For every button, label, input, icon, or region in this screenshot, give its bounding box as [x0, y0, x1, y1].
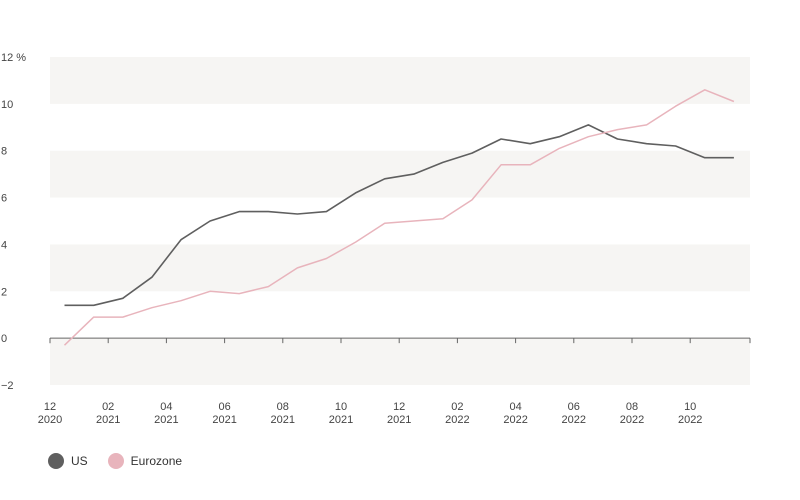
x-tick-label-month: 06 — [218, 401, 230, 413]
x-tick-label-month: 04 — [509, 401, 521, 413]
x-tick-label-year: 2020 — [38, 414, 62, 426]
grid-band — [50, 150, 750, 198]
legend-item-eurozone: Eurozone — [107, 453, 183, 469]
x-tick-label-year: 2022 — [503, 414, 527, 426]
x-tick-label-month: 10 — [335, 401, 347, 413]
grid-bands — [50, 57, 750, 385]
y-tick-label: 10 — [1, 99, 13, 111]
legend-swatch-eurozone — [107, 453, 124, 469]
x-tick-label-month: 02 — [102, 401, 114, 413]
x-tick-label-year: 2022 — [445, 414, 469, 426]
x-tick-label-year: 2021 — [387, 414, 411, 426]
y-tick-label: −2 — [1, 380, 14, 392]
y-tick-label: 8 — [1, 146, 7, 158]
x-axis: 1220200220210420210620210820211020211220… — [38, 337, 751, 426]
x-tick-label-year: 2022 — [620, 414, 644, 426]
x-tick-label-year: 2021 — [271, 414, 295, 426]
x-tick-label-year: 2021 — [329, 414, 353, 426]
series-lines — [63, 89, 735, 346]
x-tick-label-month: 02 — [451, 401, 463, 413]
x-tick-label-month: 08 — [277, 401, 289, 413]
grid-band — [50, 338, 750, 385]
legend-label-eurozone: Eurozone — [130, 454, 183, 468]
y-tick-label: 2 — [1, 286, 7, 298]
x-tick-label-month: 04 — [160, 401, 172, 413]
x-tick-label-year: 2021 — [96, 414, 120, 426]
x-tick-label-month: 12 — [44, 401, 56, 413]
legend-label-us: US — [71, 454, 88, 468]
series-line-us — [64, 124, 734, 307]
x-tick-label-year: 2021 — [154, 414, 178, 426]
y-tick-label: 4 — [1, 239, 7, 251]
x-tick-label-month: 10 — [684, 401, 696, 413]
legend-item-us: US — [48, 453, 88, 469]
x-tick-label-year: 2022 — [562, 414, 586, 426]
x-tick-label-month: 08 — [626, 401, 638, 413]
x-tick-label-year: 2022 — [678, 414, 702, 426]
y-axis-ticks: −2 0 2 4 6 8 10 12 % — [1, 52, 26, 392]
y-tick-label: 0 — [1, 333, 7, 345]
legend-swatch-us — [48, 453, 64, 469]
x-tick-label-month: 12 — [393, 401, 405, 413]
y-tick-label: 6 — [1, 193, 7, 205]
grid-band — [50, 57, 750, 104]
legend: US Eurozone — [48, 453, 202, 469]
y-tick-label: 12 % — [1, 52, 26, 64]
series-line-eurozone — [63, 89, 735, 346]
x-tick-label-month: 06 — [568, 401, 580, 413]
x-tick-label-year: 2021 — [212, 414, 236, 426]
grid-band — [50, 244, 750, 292]
